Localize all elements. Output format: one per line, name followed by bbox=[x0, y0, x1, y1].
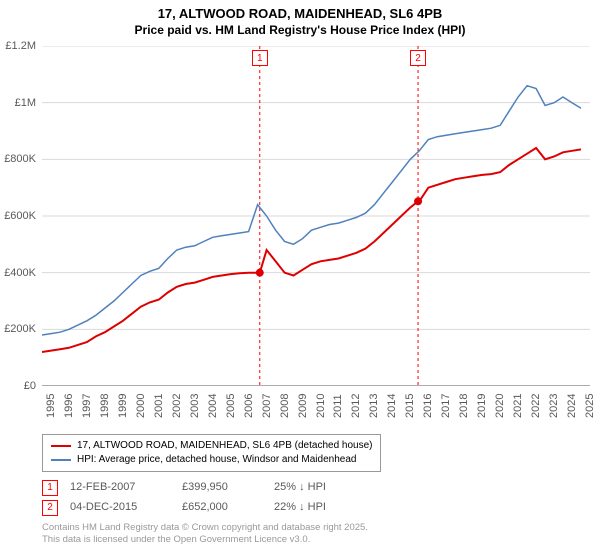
x-axis-labels: 1995 1996 1997 1998 1999 2000 2001 2002 2003 2004… bbox=[42, 390, 590, 430]
x-tick-label: 2002 bbox=[171, 394, 183, 418]
x-tick-label: 2019 bbox=[476, 394, 488, 418]
y-tick-label: £200K bbox=[4, 323, 36, 335]
sale-marker-row: 2 04-DEC-2015 £652,000 22% ↓ HPI bbox=[42, 498, 354, 518]
marker-hpi: 22% ↓ HPI bbox=[274, 498, 354, 518]
x-tick-label: 2003 bbox=[189, 394, 201, 418]
sale-markers-table: 1 12-FEB-2007 £399,950 25% ↓ HPI 2 04-DE… bbox=[42, 478, 354, 518]
credits-line: This data is licensed under the Open Gov… bbox=[42, 534, 368, 546]
x-tick-label: 2005 bbox=[225, 394, 237, 418]
legend-label: HPI: Average price, detached house, Wind… bbox=[77, 453, 356, 467]
x-tick-label: 2004 bbox=[207, 394, 219, 418]
x-tick-label: 1995 bbox=[45, 394, 57, 418]
legend-row: HPI: Average price, detached house, Wind… bbox=[51, 453, 372, 467]
x-tick-label: 2020 bbox=[494, 394, 506, 418]
x-tick-label: 2009 bbox=[297, 394, 309, 418]
x-tick-label: 2001 bbox=[153, 394, 165, 418]
plot-svg bbox=[42, 46, 590, 386]
legend-swatch bbox=[51, 459, 71, 461]
x-tick-label: 2016 bbox=[422, 394, 434, 418]
y-tick-label: £800K bbox=[4, 153, 36, 165]
marker-badge: 1 bbox=[42, 480, 58, 496]
x-tick-label: 2012 bbox=[350, 394, 362, 418]
y-axis-labels: £0£200K£400K£600K£800K£1M£1.2M bbox=[0, 46, 40, 386]
legend-swatch bbox=[51, 445, 71, 447]
chart-subtitle: Price paid vs. HM Land Registry's House … bbox=[0, 23, 600, 37]
x-tick-label: 1998 bbox=[99, 394, 111, 418]
marker-badge: 2 bbox=[42, 500, 58, 516]
x-tick-label: 2006 bbox=[243, 394, 255, 418]
marker-date: 12-FEB-2007 bbox=[70, 478, 170, 498]
credits: Contains HM Land Registry data © Crown c… bbox=[42, 522, 368, 547]
sale-marker-row: 1 12-FEB-2007 £399,950 25% ↓ HPI bbox=[42, 478, 354, 498]
x-tick-label: 2014 bbox=[386, 394, 398, 418]
x-tick-label: 2018 bbox=[458, 394, 470, 418]
y-tick-label: £1M bbox=[15, 97, 36, 109]
chart-title: 17, ALTWOOD ROAD, MAIDENHEAD, SL6 4PB bbox=[0, 0, 600, 23]
x-tick-label: 2007 bbox=[261, 394, 273, 418]
y-tick-label: £0 bbox=[24, 380, 36, 392]
x-tick-label: 2015 bbox=[404, 394, 416, 418]
legend-label: 17, ALTWOOD ROAD, MAIDENHEAD, SL6 4PB (d… bbox=[77, 439, 372, 453]
x-tick-label: 2008 bbox=[279, 394, 291, 418]
chart-area: 12 bbox=[42, 46, 590, 406]
legend: 17, ALTWOOD ROAD, MAIDENHEAD, SL6 4PB (d… bbox=[42, 434, 381, 472]
x-tick-label: 1997 bbox=[81, 394, 93, 418]
x-tick-label: 2011 bbox=[332, 394, 344, 418]
marker-price: £652,000 bbox=[182, 498, 262, 518]
marker-date: 04-DEC-2015 bbox=[70, 498, 170, 518]
legend-row: 17, ALTWOOD ROAD, MAIDENHEAD, SL6 4PB (d… bbox=[51, 439, 372, 453]
x-tick-label: 2022 bbox=[530, 394, 542, 418]
chart-marker-badge: 1 bbox=[252, 50, 268, 66]
x-tick-label: 2023 bbox=[548, 394, 560, 418]
x-tick-label: 2024 bbox=[566, 394, 578, 418]
chart-container: 17, ALTWOOD ROAD, MAIDENHEAD, SL6 4PB Pr… bbox=[0, 0, 600, 560]
chart-marker-badge: 2 bbox=[410, 50, 426, 66]
x-tick-label: 2017 bbox=[440, 394, 452, 418]
x-tick-label: 2000 bbox=[135, 394, 147, 418]
x-tick-label: 1999 bbox=[117, 394, 129, 418]
y-tick-label: £400K bbox=[4, 267, 36, 279]
marker-price: £399,950 bbox=[182, 478, 262, 498]
x-tick-label: 2010 bbox=[315, 394, 327, 418]
x-tick-label: 2021 bbox=[512, 394, 524, 418]
x-tick-label: 2025 bbox=[584, 394, 596, 418]
x-tick-label: 1996 bbox=[63, 394, 75, 418]
credits-line: Contains HM Land Registry data © Crown c… bbox=[42, 522, 368, 534]
y-tick-label: £1.2M bbox=[5, 40, 36, 52]
marker-hpi: 25% ↓ HPI bbox=[274, 478, 354, 498]
y-tick-label: £600K bbox=[4, 210, 36, 222]
x-tick-label: 2013 bbox=[368, 394, 380, 418]
